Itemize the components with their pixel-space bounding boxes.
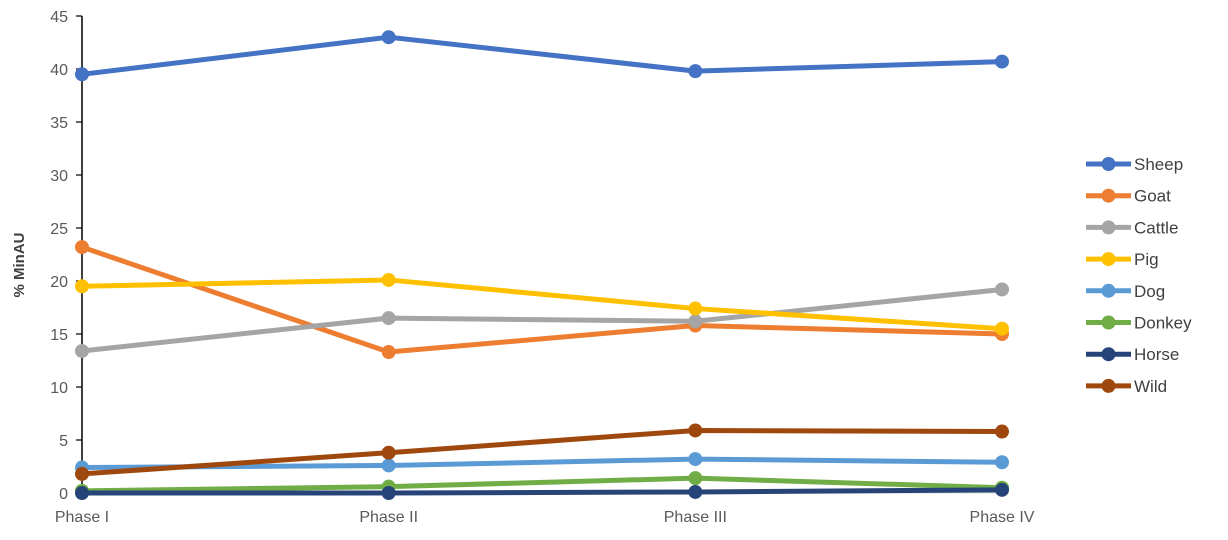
legend-label: Wild <box>1134 377 1167 396</box>
data-point-sheep <box>75 67 89 82</box>
series-line-wild <box>79 427 1005 477</box>
data-point-cattle <box>688 314 703 329</box>
series-line-pig <box>79 277 1005 332</box>
series-line-goat <box>79 244 1005 355</box>
data-point-dog <box>688 452 703 467</box>
data-point-pig <box>75 279 89 294</box>
legend-item-wild: Wild <box>1086 377 1167 396</box>
legend-label: Horse <box>1134 345 1179 364</box>
y-tick-label: 15 <box>50 327 68 344</box>
data-point-donkey <box>688 471 703 486</box>
series-line-sheep <box>79 34 1005 77</box>
data-point-sheep <box>995 54 1009 69</box>
legend-label: Pig <box>1134 250 1159 269</box>
data-point-pig <box>995 321 1009 336</box>
legend-item-goat: Goat <box>1086 187 1171 206</box>
data-point-cattle <box>75 343 89 358</box>
legend-item-cattle: Cattle <box>1086 218 1178 237</box>
legend-marker <box>1101 220 1116 235</box>
legend-marker <box>1101 157 1116 171</box>
data-point-horse <box>381 486 396 500</box>
legend-item-horse: Horse <box>1086 345 1179 364</box>
legend-marker <box>1101 188 1116 203</box>
x-tick-label: Phase I <box>55 509 109 526</box>
data-point-goat <box>381 345 396 360</box>
legend-label: Dog <box>1134 282 1165 301</box>
y-tick-label: 0 <box>59 486 68 503</box>
legend-item-donkey: Donkey <box>1086 314 1192 333</box>
y-tick-label: 35 <box>50 115 68 132</box>
data-point-sheep <box>381 30 396 45</box>
data-point-cattle <box>381 311 396 326</box>
series-cattle <box>75 282 1009 358</box>
data-point-horse <box>75 486 89 500</box>
series-line-dog <box>79 456 1005 471</box>
legend-label: Donkey <box>1134 314 1192 333</box>
data-point-wild <box>75 466 89 481</box>
legend-label: Goat <box>1134 187 1171 206</box>
data-point-goat <box>75 240 89 255</box>
legend-item-sheep: Sheep <box>1086 155 1183 174</box>
data-point-horse <box>995 482 1009 497</box>
y-tick-label: 25 <box>50 221 68 238</box>
series-line-horse <box>79 487 1005 496</box>
series-wild <box>75 423 1009 481</box>
data-point-pig <box>688 301 703 316</box>
y-tick-label: 40 <box>50 62 68 79</box>
data-point-dog <box>995 455 1009 470</box>
series-line-cattle <box>79 286 1005 354</box>
series-sheep <box>75 30 1009 82</box>
y-tick-label: 5 <box>59 433 68 450</box>
legend-marker <box>1101 283 1116 298</box>
series-line-donkey <box>79 475 1005 494</box>
data-point-wild <box>381 445 396 460</box>
legend: Sheep Goat Cattle Pig Dog Donkey Horse Wild <box>1086 155 1192 396</box>
y-axis-ticks: 0 5 10 15 20 25 30 35 40 45 <box>50 9 82 503</box>
series-layer <box>75 30 1009 500</box>
data-point-cattle <box>995 282 1009 297</box>
x-axis-ticks: Phase I Phase II Phase III Phase IV <box>55 509 1035 526</box>
legend-marker <box>1101 315 1116 330</box>
y-axis-label: % MinAU <box>11 233 28 298</box>
data-point-wild <box>995 424 1009 439</box>
legend-item-dog: Dog <box>1086 282 1165 301</box>
x-tick-label: Phase II <box>359 509 418 526</box>
y-tick-label: 45 <box>50 9 68 26</box>
series-pig <box>75 272 1009 336</box>
legend-marker <box>1101 347 1116 362</box>
x-tick-label: Phase IV <box>970 509 1035 526</box>
legend-item-pig: Pig <box>1086 250 1159 269</box>
series-horse <box>75 482 1009 500</box>
data-point-pig <box>381 272 396 287</box>
y-tick-label: 10 <box>50 380 68 397</box>
y-tick-label: 30 <box>50 168 68 185</box>
series-dog <box>75 452 1009 475</box>
legend-marker <box>1101 378 1116 393</box>
x-tick-label: Phase III <box>664 509 727 526</box>
legend-label: Sheep <box>1134 155 1183 174</box>
data-point-dog <box>381 458 396 473</box>
data-point-sheep <box>688 64 703 79</box>
legend-label: Cattle <box>1134 218 1178 237</box>
y-tick-label: 20 <box>50 274 68 291</box>
series-goat <box>75 240 1009 360</box>
data-point-horse <box>688 484 703 499</box>
legend-marker <box>1101 252 1116 267</box>
data-point-wild <box>688 423 703 438</box>
